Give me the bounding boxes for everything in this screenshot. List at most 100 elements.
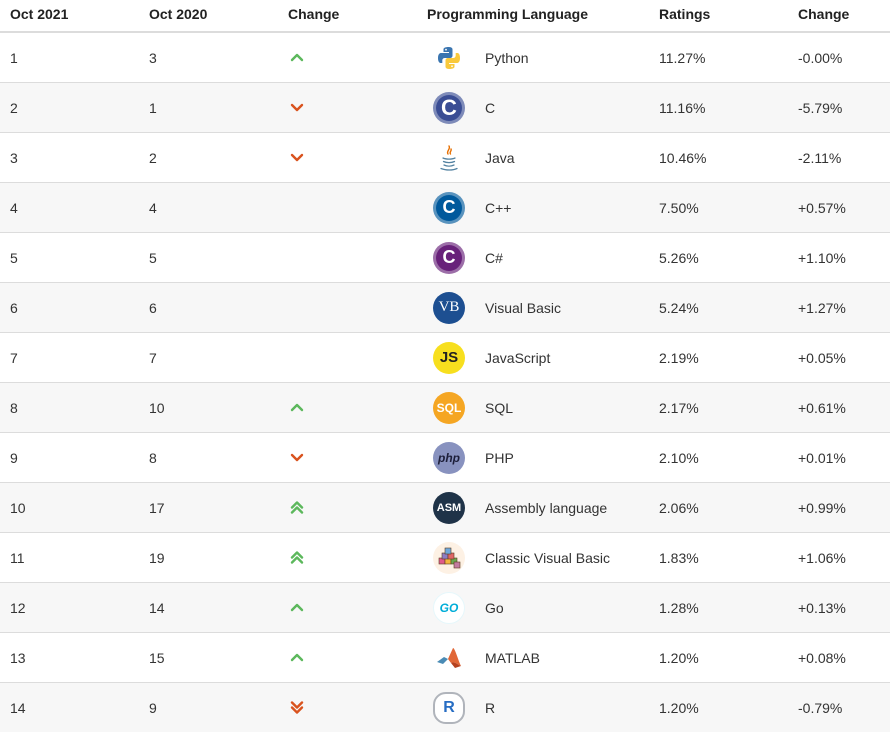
down-chevron-icon [290,101,304,115]
language-logo: GO [432,583,466,632]
language-logo: VB [432,283,466,332]
java-logo-icon [433,141,465,174]
rank-oct-2021: 9 [10,449,18,466]
cpp-logo-icon: C [433,191,465,224]
column-header-change-indicator: Change [288,6,340,22]
change-indicator [288,633,306,682]
column-header-oct-2021: Oct 2021 [10,6,69,22]
change-indicator [288,333,306,382]
double-up-chevron-icon [290,500,304,515]
rank-oct-2021: 8 [10,399,18,416]
rank-oct-2021: 13 [10,649,26,666]
language-name: JavaScript [485,349,551,366]
table-row: 7 7 JS JavaScript 2.19% +0.05% [0,332,890,382]
rank-oct-2020: 10 [149,399,165,416]
change-indicator [288,433,306,482]
r-logo-icon: R [433,691,465,724]
rating-change: -0.79% [798,699,843,716]
go-logo-icon: GO [433,591,465,624]
column-header-change: Change [798,6,850,22]
language-name: SQL [485,399,514,416]
rank-oct-2020: 2 [149,149,157,166]
table-row: 5 5 C C# 5.26% +1.10% [0,232,890,282]
language-logo [432,133,466,182]
language-logo: JS [432,333,466,382]
change-indicator [288,383,306,432]
language-logo: C [432,83,466,132]
language-name: PHP [485,449,514,466]
logo-text: C [442,247,456,267]
language-name: Visual Basic [485,299,562,316]
python-logo-icon [433,41,465,74]
up-chevron-icon [290,651,304,665]
rating-change: +0.13% [798,599,846,616]
language-logo [432,33,466,82]
table-row: 12 14 GO Go 1.28% +0.13% [0,582,890,632]
rank-oct-2021: 5 [10,249,18,266]
csharp-logo-icon: C [433,241,465,274]
classic-visual-basic-logo-icon [433,541,465,574]
table-row: 1 3 Python 11.27% -0.00% [0,32,890,82]
language-logo: C [432,233,466,282]
table-row: 11 19 Classic Visual Basic 1.83% +1.06% [0,532,890,582]
rating-change: +1.27% [798,299,846,316]
rank-oct-2021: 1 [10,49,18,66]
language-name: Assembly language [485,499,608,516]
language-logo [432,633,466,682]
rating-value: 10.46% [659,149,707,166]
language-logo [432,533,466,582]
logo-text: JS [439,349,459,366]
table-row: 10 17 ASM Assembly language 2.06% +0.99% [0,482,890,532]
language-logo: C [432,183,466,232]
table-row: 9 8 php PHP 2.10% +0.01% [0,432,890,482]
language-logo: php [432,433,466,482]
logo-text: VB [438,299,460,315]
language-name: C [485,99,496,116]
logo-text: C [442,197,456,217]
up-chevron-icon [290,401,304,415]
language-name: MATLAB [485,649,540,666]
rank-oct-2020: 8 [149,449,157,466]
column-header-programming-language: Programming Language [427,6,589,22]
logo-text: R [443,698,455,716]
language-name: C# [485,249,503,266]
rank-oct-2020: 17 [149,499,165,516]
rank-oct-2020: 9 [149,699,157,716]
assembly-logo-icon: ASM [433,491,465,524]
rating-change: +1.10% [798,249,846,266]
change-indicator [288,83,306,132]
rank-oct-2020: 19 [149,549,165,566]
visual-basic-logo-icon: VB [433,291,465,324]
rank-oct-2021: 10 [10,499,26,516]
table-body: 1 3 Python 11.27% -0.00% 2 1 C C 11.16% -5.79% 3 2 Ja… [0,32,890,732]
up-chevron-icon [290,601,304,615]
rank-oct-2021: 14 [10,699,26,716]
language-name: C++ [485,199,512,216]
table-row: 14 9 R R 1.20% -0.79% [0,682,890,732]
rank-oct-2021: 11 [10,549,25,566]
rating-value: 7.50% [659,199,699,216]
change-indicator [288,133,306,182]
up-chevron-icon [290,51,304,65]
table-row: 13 15 MATLAB 1.20% +0.08% [0,632,890,682]
table-row: 3 2 Java 10.46% -2.11% [0,132,890,182]
matlab-logo-icon [433,641,465,674]
rating-value: 1.20% [659,699,699,716]
column-header-oct-2020: Oct 2020 [149,6,208,22]
rating-change: -2.11% [798,149,842,166]
rating-change: +0.57% [798,199,846,216]
logo-text: SQL [436,400,462,415]
rank-oct-2021: 7 [10,349,18,366]
rank-oct-2021: 2 [10,99,18,116]
change-indicator [288,683,306,732]
rating-change: +0.05% [798,349,846,366]
rating-value: 2.19% [659,349,699,366]
rank-oct-2021: 6 [10,299,18,316]
rating-change: +0.61% [798,399,846,416]
double-down-chevron-icon [290,700,304,715]
rank-oct-2020: 4 [149,199,157,216]
table-row: 2 1 C C 11.16% -5.79% [0,82,890,132]
down-chevron-icon [290,151,304,165]
language-name: R [485,699,496,716]
